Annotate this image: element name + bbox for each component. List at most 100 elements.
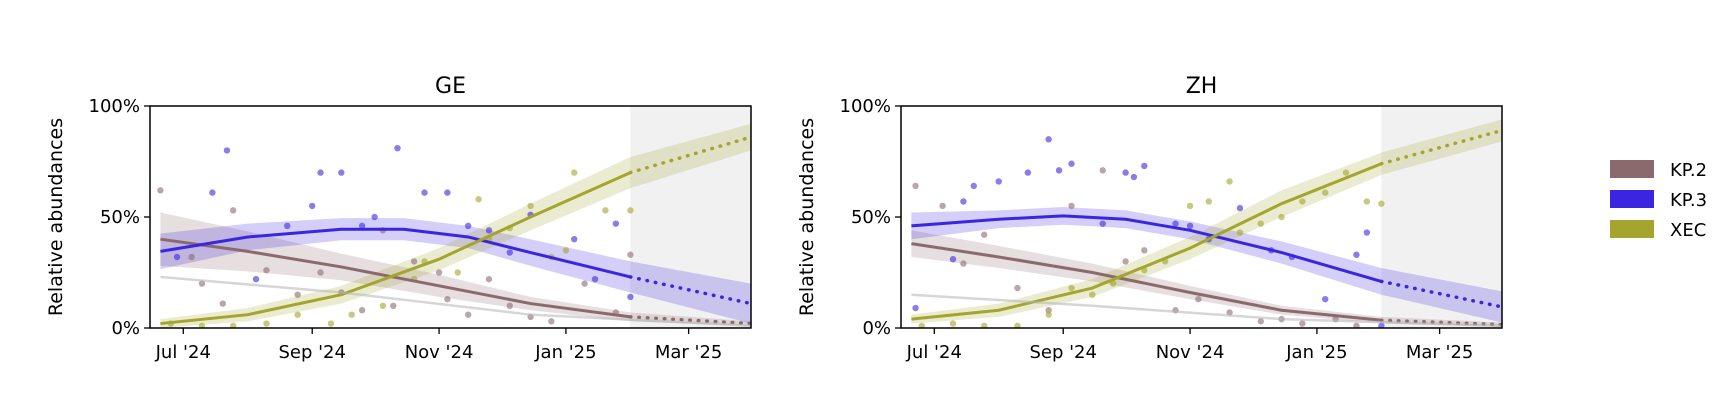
point-kp-2 [358,307,366,314]
panel-title: GE [435,74,466,99]
forecast-kp-3 [628,275,751,306]
point-kp-2 [1099,167,1106,174]
band-kp-3 [160,218,751,324]
point-kp-3 [338,169,345,176]
y-tick-label: 0% [862,318,891,339]
y-tick-label: 50% [851,207,891,228]
y-tick-label: 100% [840,96,891,117]
panel-ge: GE 0% 50% 100% Jul '24 Sep '24 Nov '24 Jan '25 M… [45,74,752,363]
x-tick-label: Sep '24 [1029,342,1097,363]
band-xec [911,119,1502,324]
point-xec [454,269,461,276]
point-xec [1014,322,1021,328]
point-kp-2 [627,251,634,258]
point-kp-3 [1186,222,1194,230]
point-kp-3 [949,255,957,263]
point-xec [1278,213,1285,221]
point-kp-3 [173,253,181,261]
point-kp-3 [317,169,324,176]
panel-zh: ZH 0% 50% 100% Jul '24 Sep '24 Nov '24 Jan '25 M… [796,74,1503,363]
point-kp-2 [1141,247,1148,254]
x-tick-label: Mar '25 [655,342,723,363]
y-tick-label: 0% [111,318,140,339]
point-kp-3 [1141,162,1148,170]
forecast-region [1381,106,1502,328]
point-kp-3 [1172,220,1179,227]
point-kp-3 [571,236,578,243]
point-xec [562,247,570,254]
point-kp-2 [485,275,493,283]
x-tick-label: Jul '24 [906,342,962,363]
point-kp-2 [1195,295,1202,303]
fit-other [160,275,751,328]
y-tick-label: 50% [100,207,140,228]
legend: KP.2 KP.3 XEC [1610,160,1707,241]
point-xec [1236,229,1244,236]
point-kp-3 [1068,160,1075,167]
point-xec [1257,220,1264,227]
band-xec [160,123,751,328]
point-kp-2 [410,258,418,265]
point-kp-3 [209,189,216,196]
point-xec [527,202,534,210]
point-kp-3 [995,178,1002,185]
point-kp-3 [371,213,378,221]
point-xec [229,322,237,328]
x-tick-label: Nov '24 [1156,342,1225,363]
point-kp-2 [506,302,513,309]
point-kp-3 [421,189,428,196]
x-tick-label: Jul '24 [155,342,211,363]
point-kp-3 [252,275,260,283]
point-kp-3 [223,147,231,154]
fit-xec [160,171,631,326]
point-kp-2 [1045,307,1052,314]
point-kp-3 [612,220,620,227]
band-kp-2 [160,212,751,326]
point-xec [1342,169,1350,176]
point-kp-2 [229,207,237,214]
point-kp-2 [1068,202,1075,210]
point-kp-2 [1353,322,1360,328]
point-kp-2 [1122,258,1129,265]
point-kp-2 [939,202,946,210]
point-kp-3 [485,227,493,234]
point-kp-2 [1257,318,1264,325]
fit-kp-3 [911,214,1382,283]
x-tick-label: Mar '25 [1406,342,1474,363]
x-tick-label: Sep '24 [278,342,346,363]
point-xec [1378,200,1385,207]
point-kp-3 [1322,295,1329,303]
panel-title: ZH [1186,74,1218,99]
point-kp-2 [435,269,443,276]
point-xec [1068,284,1075,292]
point-kp-2 [444,295,451,303]
point-kp-3 [394,144,401,152]
forecast-kp-3 [1379,279,1502,309]
point-kp-2 [581,280,588,287]
point-xec [379,302,387,309]
point-xec [263,320,270,327]
legend-swatch-kp-2 [1610,160,1654,178]
point-kp-3 [284,222,291,230]
point-xec [1109,280,1117,287]
point-kp-3 [591,275,599,283]
point-kp-2 [198,280,206,287]
point-kp-3 [1055,167,1063,174]
point-xec [475,196,482,203]
plot-area [157,106,751,328]
point-kp-3 [960,198,967,205]
point-xec [327,320,335,327]
forecast-region [630,106,751,328]
point-xec [294,311,301,318]
point-kp-3 [444,189,451,196]
point-kp-2 [188,253,195,261]
legend-swatch-kp-3 [1610,190,1654,208]
point-kp-3 [309,202,316,210]
point-kp-3 [506,249,513,256]
point-kp-2 [1299,320,1306,327]
point-kp-2 [1226,309,1233,316]
point-kp-3 [1363,229,1371,236]
point-xec [1299,198,1306,205]
point-kp-3 [1353,251,1360,258]
legend-swatch-xec [1610,220,1654,238]
